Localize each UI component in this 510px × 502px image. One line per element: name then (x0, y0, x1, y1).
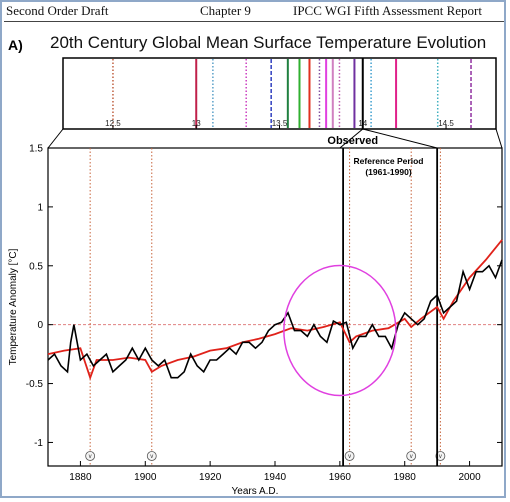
highlight-circle (283, 264, 397, 397)
x-tick-label: 1880 (69, 472, 92, 483)
multi-model-mean-line (47, 239, 503, 381)
y-tick-label: 1 (37, 202, 43, 213)
header-center: Chapter 9 (200, 3, 251, 18)
x-axis-label: Years A.D. (232, 486, 279, 497)
volcano-marker (344, 451, 355, 461)
volcano-marker (435, 451, 446, 461)
volcano-marker-label: v (89, 454, 92, 460)
y-axis-label: Temperature Anomaly [°C] (8, 248, 19, 365)
inset-frame (62, 57, 497, 130)
inset-x-tick-label: 12.5 (105, 119, 121, 128)
header-left: Second Order Draft (6, 3, 109, 18)
y-tick-label: 1.5 (29, 144, 43, 155)
volcano-marker-label: v (439, 454, 442, 460)
x-tick-label: 1980 (394, 472, 417, 483)
volcano-marker (146, 451, 157, 461)
inset-connector-right (495, 128, 503, 149)
reference-period-label: Reference Period (354, 156, 424, 166)
inset-x-tick-label: 13.5 (272, 119, 288, 128)
inset-connector-observed (339, 128, 364, 149)
plot-area (47, 147, 503, 467)
volcano-marker-label: v (150, 454, 153, 460)
chart-title: 20th Century Global Mean Surface Tempera… (50, 33, 487, 52)
y-tick-label: 0 (37, 320, 43, 331)
header-rule (4, 21, 504, 22)
x-tick-label: 2000 (458, 472, 481, 483)
reference-years-label: (1961-1990) (365, 167, 411, 177)
inset-connector-observed-2 (362, 128, 438, 149)
header-right: IPCC WGI Fifth Assessment Report (293, 3, 482, 18)
volcano-marker (85, 451, 96, 461)
y-tick-label: -1 (34, 438, 43, 449)
volcano-marker (406, 451, 417, 461)
inset-x-tick-label: 13 (192, 119, 201, 128)
main-panel: 1.5 1 0.5 0 -0.5 -1 1880 1900 1920 1940 1960 1980 20… (8, 144, 503, 497)
panel-label: A) (8, 37, 23, 53)
x-tick-label: 1960 (329, 472, 352, 483)
x-tick-label: 1920 (199, 472, 222, 483)
x-tick-label: 1900 (134, 472, 157, 483)
inset-x-tick-label: 14.5 (438, 119, 454, 128)
inset-observed-label: Observed (327, 135, 378, 147)
x-tick-label: 1940 (264, 472, 287, 483)
volcano-marker-label: v (410, 454, 413, 460)
observed-line (47, 259, 503, 379)
volcano-marker-label: v (348, 454, 351, 460)
inset-connector-left (47, 128, 64, 149)
y-tick-label: -0.5 (26, 379, 44, 390)
y-tick-label: 0.5 (29, 261, 43, 272)
